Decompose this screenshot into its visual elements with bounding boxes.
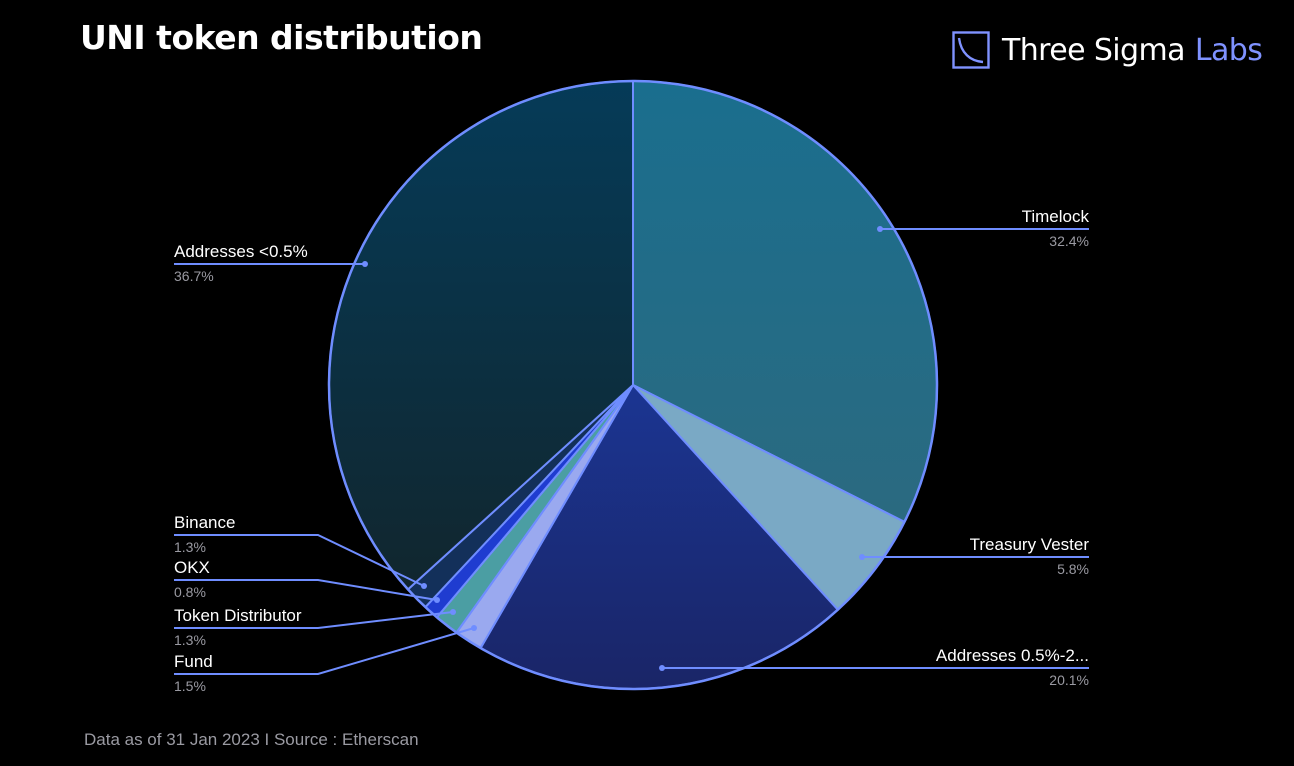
slice-label-fund: Fund xyxy=(174,652,213,671)
three-sigma-logo-icon xyxy=(952,31,990,69)
leader-line-fund xyxy=(174,627,475,675)
pie-outline xyxy=(327,79,939,691)
slice-value-addresses-0-5: 36.7% xyxy=(174,268,214,284)
slice-value-timelock: 32.4% xyxy=(1049,233,1089,249)
leader-dot-okx xyxy=(434,597,440,603)
brand-name: Three Sigma xyxy=(1002,32,1186,68)
leader-dot-token-distributor xyxy=(450,609,456,615)
brand-suffix: Labs xyxy=(1194,32,1263,68)
leader-dot-binance xyxy=(421,583,427,589)
slice-value-okx: 0.8% xyxy=(174,584,206,600)
leader-lines xyxy=(174,226,1089,675)
slice-label-timelock: Timelock xyxy=(1022,207,1090,226)
chart-title: UNI token distribution xyxy=(80,18,483,57)
slice-value-fund: 1.5% xyxy=(174,678,206,694)
slice-label-token-distributor: Token Distributor xyxy=(174,606,302,625)
brand-logo-lockup: Three Sigma Labs xyxy=(952,30,1263,70)
slice-value-binance: 1.3% xyxy=(174,539,206,555)
slice-value-token-distributor: 1.3% xyxy=(174,632,206,648)
leader-line-binance xyxy=(174,534,425,587)
leader-dot-fund xyxy=(471,625,477,631)
leader-dot-timelock xyxy=(877,226,883,232)
leader-line-token-distributor xyxy=(174,611,454,629)
pie-slices xyxy=(327,79,939,691)
slice-label-okx: OKX xyxy=(174,558,210,577)
slice-label-addresses-0-5-2: Addresses 0.5%-2... xyxy=(936,646,1089,665)
slice-value-addresses-0-5-2: 20.1% xyxy=(1049,672,1089,688)
slice-value-treasury-vester: 5.8% xyxy=(1057,561,1089,577)
leader-dot-addresses-0-5 xyxy=(362,261,368,267)
leader-line-okx xyxy=(174,579,438,601)
slice-label-addresses-0-5: Addresses <0.5% xyxy=(174,242,308,261)
leader-dot-treasury-vester xyxy=(859,554,865,560)
slice-label-binance: Binance xyxy=(174,513,235,532)
slice-labels: Timelock 32.4% Treasury Vester 5.8% Addresse… xyxy=(174,207,1089,694)
source-footnote: Data as of 31 Jan 2023 I Source : Ethers… xyxy=(84,730,419,749)
slice-label-treasury-vester: Treasury Vester xyxy=(970,535,1090,554)
leader-dot-addresses-0-5-2 xyxy=(659,665,665,671)
